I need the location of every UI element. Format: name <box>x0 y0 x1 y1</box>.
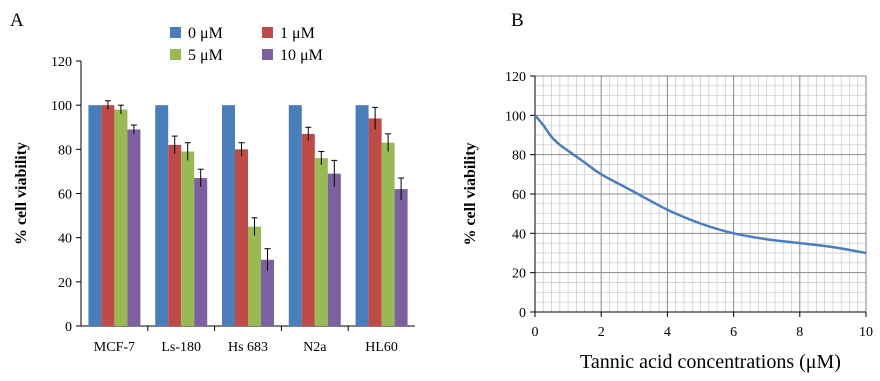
bar-mcf-7-s3 <box>127 129 141 326</box>
bar-mcf-7-s2 <box>114 109 128 326</box>
b-x-tick-label: 8 <box>796 325 803 340</box>
a-y-axis-label: % cell viability <box>13 142 30 245</box>
bar-hl60-s3 <box>394 189 408 326</box>
b-x-tick-label: 0 <box>532 325 539 340</box>
b-y-tick-label: 100 <box>505 109 526 124</box>
b-x-axis-label: Tannic acid concentrations (μM) <box>580 351 841 373</box>
b-y-tick-label: 120 <box>505 70 526 85</box>
a-x-tick-label: Ls-180 <box>161 340 201 355</box>
a-y-tick-label: 80 <box>58 143 72 158</box>
a-y-tick-label: 0 <box>65 320 72 335</box>
bar-ls-180-s1 <box>168 144 182 326</box>
bar-hs-683-s1 <box>235 149 248 326</box>
a-x-tick-label: MCF-7 <box>94 340 135 355</box>
bar-mcf-7-s0 <box>88 105 102 327</box>
bar-hs-683-s3 <box>261 259 274 326</box>
b-x-tick-label: 10 <box>859 325 873 340</box>
chart-a: 0 20 40 60 80 100 120 MCF-7 Ls-180 Hs 683 N2a HL60%… <box>13 25 415 355</box>
a-y-tick-label: 40 <box>58 232 72 247</box>
b-y-tick-label: 80 <box>512 149 526 164</box>
bar-n2a-s3 <box>327 173 341 326</box>
b-x-tick-label: 6 <box>730 325 737 340</box>
bar-n2a-s1 <box>301 133 315 326</box>
panel-a-letter: A <box>10 10 24 31</box>
b-y-tick-label: 40 <box>512 227 526 242</box>
bar-hl60-s1 <box>368 118 382 327</box>
b-y-tick-label: 60 <box>512 188 526 203</box>
legend-swatch <box>262 49 273 60</box>
legend-label: 0 μM <box>188 25 223 42</box>
legend-label: 10 μM <box>280 47 323 64</box>
bar-mcf-7-s1 <box>101 105 115 327</box>
a-y-tick-label: 20 <box>58 276 72 291</box>
b-series-line <box>534 114 867 255</box>
b-y-tick-label: 0 <box>519 306 526 321</box>
bar-hl60-s0 <box>355 105 369 327</box>
legend-swatch <box>170 27 181 38</box>
legend-label: 5 μM <box>188 47 223 64</box>
legend-label: 1 μM <box>280 25 315 42</box>
a-y-tick-label: 120 <box>51 55 72 70</box>
bar-n2a-s2 <box>314 158 328 326</box>
b-y-axis-label: % cell viability <box>462 142 479 245</box>
b-y-tick-label: 20 <box>512 267 526 282</box>
legend-swatch <box>170 49 181 60</box>
bar-n2a-s0 <box>288 105 302 327</box>
a-x-tick-label: N2a <box>303 340 327 355</box>
a-y-tick-label: 60 <box>58 188 72 203</box>
a-x-tick-label: Hs 683 <box>228 340 268 355</box>
legend-swatch <box>262 27 273 38</box>
bar-ls-180-s3 <box>194 178 208 326</box>
b-x-tick-label: 2 <box>598 325 605 340</box>
a-x-tick-label: HL60 <box>365 340 398 355</box>
bar-hl60-s2 <box>381 142 395 326</box>
bar-hs-683-s0 <box>222 105 235 327</box>
chart-b: 0 20 40 60 80 100 120 0 2 4 6 8 10 % cell viability Ta… <box>462 70 873 373</box>
bar-ls-180-s2 <box>181 151 195 326</box>
bar-ls-180-s0 <box>155 105 169 327</box>
a-y-tick-label: 100 <box>51 99 72 114</box>
panel-b-letter: B <box>511 10 524 31</box>
bar-hs-683-s2 <box>248 226 261 326</box>
b-x-tick-label: 4 <box>664 325 671 340</box>
